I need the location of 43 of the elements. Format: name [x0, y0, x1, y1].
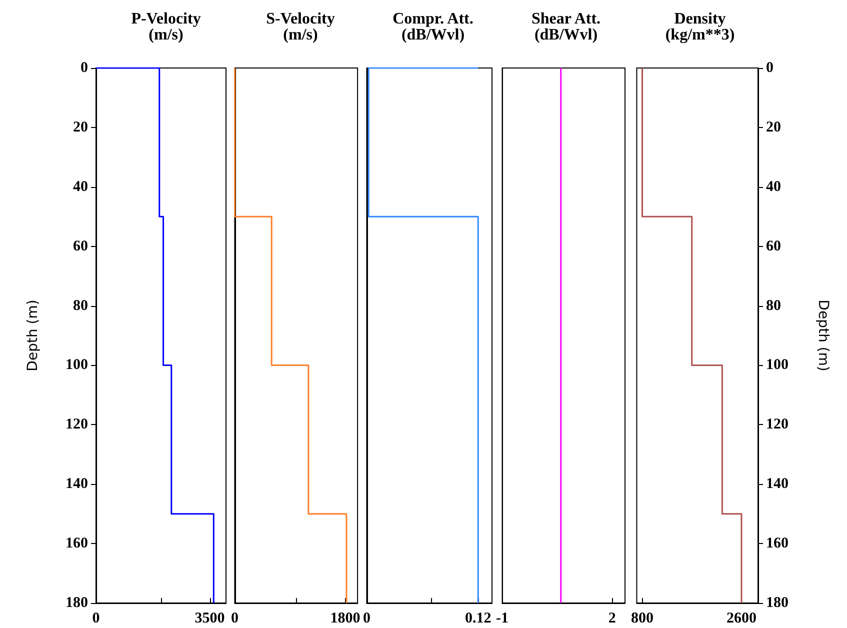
x-tick-label: 0	[231, 610, 238, 626]
chart-subtitle: (m/s)	[283, 26, 318, 44]
y2-tick-label: 20	[766, 119, 781, 136]
y-tick-label: 40	[73, 178, 88, 195]
x-tick-label: 3500	[194, 610, 225, 626]
y-axis-title: Depth (m)	[25, 300, 41, 372]
y2-tick-label: 40	[766, 178, 781, 195]
y-tick-label: 100	[66, 357, 88, 374]
chart-subtitle: (dB/Wvl)	[401, 26, 465, 44]
chart-title: S-Velocity	[266, 10, 335, 28]
y2-tick-label: 80	[766, 298, 781, 314]
chart-subtitle: (m/s)	[148, 26, 184, 44]
y-tick-label: 160	[66, 536, 88, 552]
x-tick-label: 800	[631, 610, 654, 626]
chart-title: Compr. Att.	[392, 10, 474, 28]
x-tick-label: 2600	[726, 610, 756, 626]
y2-axis-title: Depth (m)	[815, 300, 831, 372]
y2-tick-label: 180	[766, 595, 788, 611]
x-tick-label: 0	[363, 610, 370, 626]
y2-tick-label: 160	[766, 536, 788, 552]
y-tick-label: 120	[66, 416, 88, 433]
y-tick-label: 80	[73, 298, 88, 314]
line-series	[642, 67, 742, 604]
y2-tick-label: 0	[766, 60, 774, 76]
chart-subtitle: (kg/m**3)	[665, 26, 735, 44]
y-tick-label: 60	[73, 238, 88, 254]
y-tick-label: 20	[73, 119, 88, 136]
x-tick-label: 0	[92, 610, 100, 626]
x-tick-label: 0.12	[464, 610, 492, 626]
y-tick-label: 180	[66, 595, 88, 611]
chart-title: Shear Att.	[531, 10, 601, 28]
y-tick-label: 140	[66, 476, 88, 492]
y-tick-label: 0	[80, 60, 88, 76]
x-tick-label: 1800	[330, 610, 360, 626]
chart-title: P-Velocity	[131, 10, 201, 28]
chart-subtitle: (dB/Wvl)	[534, 26, 598, 44]
x-tick-label: -1	[496, 610, 508, 626]
y2-tick-label: 120	[766, 416, 788, 433]
y2-tick-label: 100	[766, 357, 788, 374]
y2-tick-label: 60	[766, 238, 781, 254]
chart-title: Density	[674, 10, 726, 28]
x-tick-label: 2	[608, 610, 616, 626]
y2-tick-label: 140	[766, 476, 788, 492]
